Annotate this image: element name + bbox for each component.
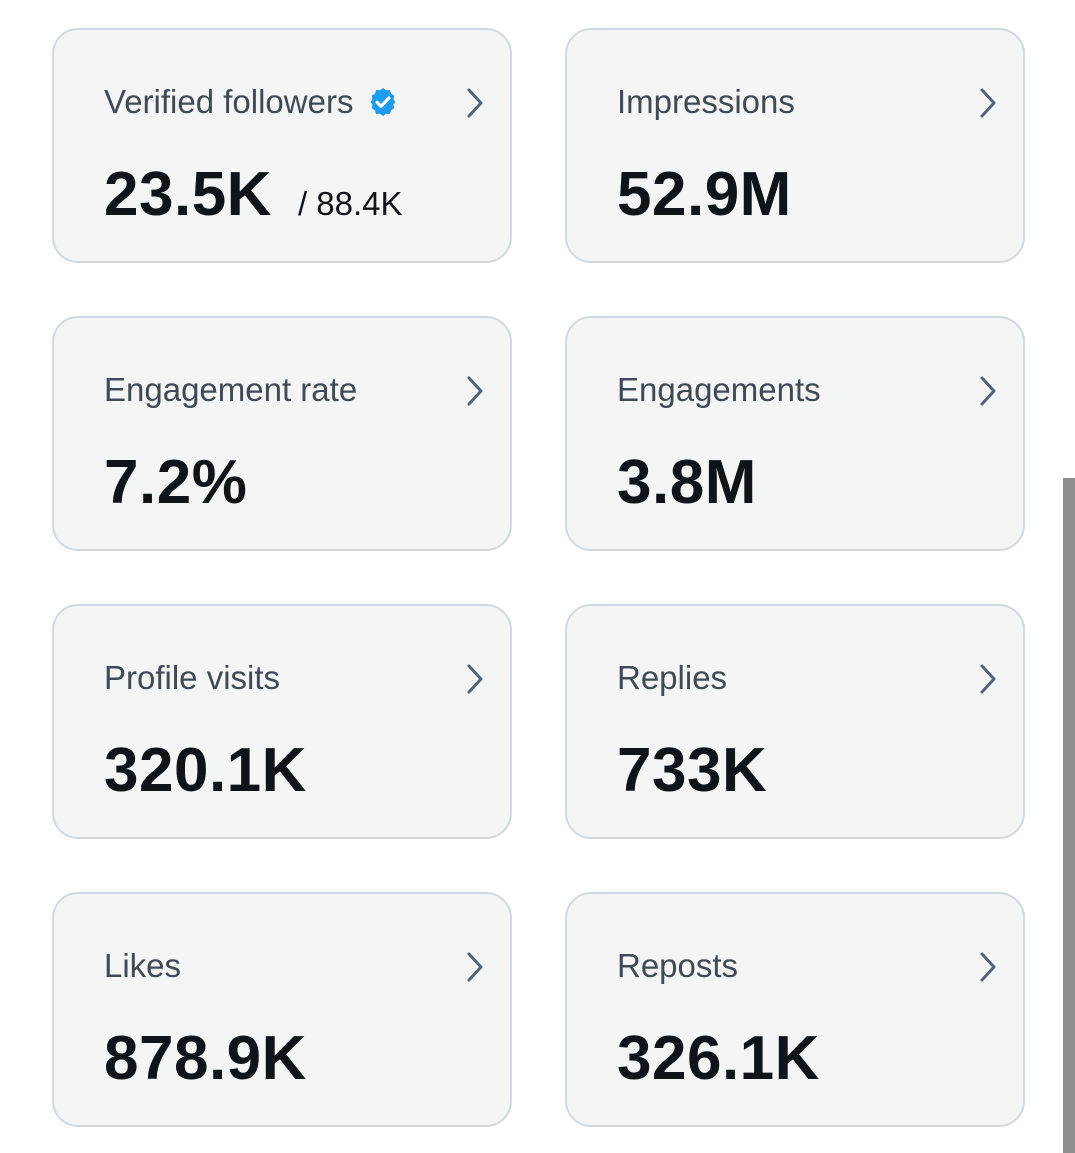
card-title: Verified followers [104,82,399,122]
chevron-right-icon [462,662,488,696]
engagement-rate-card[interactable]: Engagement rate 7.2% [52,316,512,551]
engagement-rate-label: Engagement rate [104,371,358,408]
impressions-card[interactable]: Impressions 52.9M [565,28,1025,263]
chevron-right-icon [462,86,488,120]
reposts-card[interactable]: Reposts 326.1K [565,892,1025,1127]
verified-badge-icon [367,86,399,118]
engagements-label: Engagements [617,371,821,408]
profile-visits-label: Profile visits [104,659,281,696]
profile-visits-card[interactable]: Profile visits 320.1K [52,604,512,839]
likes-value: 878.9K [104,1024,307,1093]
engagements-card[interactable]: Engagements 3.8M [565,316,1025,551]
scrollbar-thumb[interactable] [1063,478,1075,1153]
reposts-value: 326.1K [617,1024,820,1093]
replies-value: 733K [617,736,768,805]
total-followers-value: / 88.4K [297,185,403,222]
card-value: 23.5K / 88.4K [104,160,403,239]
chevron-right-icon [975,374,1001,408]
impressions-value: 52.9M [617,160,792,229]
likes-card[interactable]: Likes 878.9K [52,892,512,1127]
impressions-label: Impressions [617,83,795,120]
likes-label: Likes [104,947,182,984]
profile-visits-value: 320.1K [104,736,307,805]
verified-followers-card[interactable]: Verified followers 23.5K / 88.4K [52,28,512,263]
chevron-right-icon [975,86,1001,120]
verified-followers-value: 23.5K [104,160,272,229]
chevron-right-icon [975,662,1001,696]
verified-followers-label: Verified followers [104,83,354,120]
replies-label: Replies [617,659,728,696]
replies-card[interactable]: Replies 733K [565,604,1025,839]
chevron-right-icon [462,374,488,408]
reposts-label: Reposts [617,947,739,984]
engagement-rate-value: 7.2% [104,448,248,517]
engagements-value: 3.8M [617,448,757,517]
chevron-right-icon [975,950,1001,984]
chevron-right-icon [462,950,488,984]
